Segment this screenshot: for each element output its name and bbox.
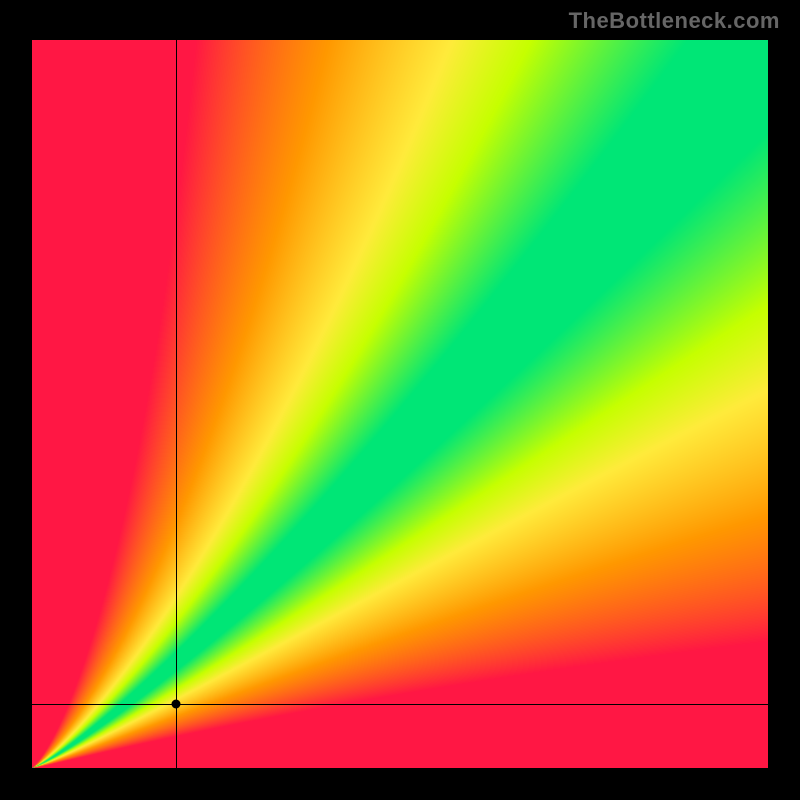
crosshair-horizontal	[32, 704, 768, 705]
watermark-text: TheBottleneck.com	[569, 8, 780, 34]
heatmap-plot	[32, 40, 768, 768]
marker-dot	[171, 699, 180, 708]
crosshair-vertical	[176, 40, 177, 768]
chart-frame: TheBottleneck.com	[0, 0, 800, 800]
heatmap-canvas	[32, 40, 768, 768]
